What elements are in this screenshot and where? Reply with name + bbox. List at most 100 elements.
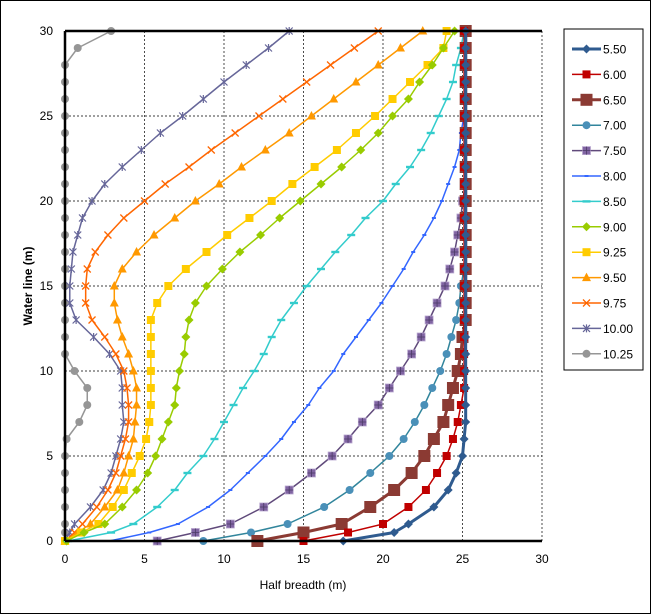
data-point: [83, 265, 92, 273]
data-point: [190, 196, 200, 205]
data-point: [163, 417, 173, 427]
data-point: [461, 43, 471, 53]
data-point: [75, 418, 84, 426]
data-point: [231, 129, 240, 137]
data-point: [407, 349, 417, 359]
data-point: [284, 485, 294, 495]
data-point: [245, 472, 250, 474]
data-point: [446, 183, 451, 185]
data-point: [214, 179, 224, 188]
data-point: [236, 162, 246, 171]
data-point: [259, 502, 269, 512]
data-point: [128, 434, 138, 443]
data-point: [379, 520, 387, 528]
data-point: [100, 333, 109, 341]
legend-label: 8.50: [603, 195, 627, 209]
x-tick-label: 25: [456, 552, 470, 566]
data-point: [395, 43, 405, 52]
data-point: [124, 418, 133, 426]
data-point: [105, 350, 114, 358]
data-point: [103, 231, 112, 239]
data-point: [396, 366, 405, 376]
legend-item: 9.25: [572, 246, 627, 260]
data-point: [452, 63, 461, 67]
data-point: [306, 404, 311, 406]
data-point: [284, 128, 294, 137]
data-point: [452, 316, 461, 324]
legend-item: 7.00: [572, 119, 627, 133]
data-point: [92, 503, 101, 511]
data-point: [72, 316, 81, 324]
data-point: [446, 382, 459, 394]
data-point: [245, 214, 254, 222]
data-point: [390, 285, 395, 287]
data-point: [128, 366, 138, 375]
data-point: [91, 248, 100, 256]
data-point: [107, 531, 116, 534]
data-point: [108, 503, 117, 511]
data-point: [316, 267, 325, 271]
legend-label: 9.75: [603, 297, 627, 311]
y-tick-label: 30: [40, 24, 54, 38]
data-point: [185, 163, 193, 171]
data-point: [373, 60, 383, 69]
data-point: [170, 400, 180, 410]
data-point: [116, 452, 125, 460]
data-point: [316, 179, 326, 189]
data-point: [461, 162, 471, 172]
data-point: [415, 77, 425, 87]
data-point: [283, 520, 292, 528]
data-point: [250, 369, 259, 373]
data-point: [423, 61, 432, 69]
data-point: [403, 519, 413, 529]
data-point: [124, 349, 134, 358]
data-point: [73, 44, 82, 52]
legend-item: 8.00: [572, 170, 627, 184]
data-point: [461, 349, 471, 359]
legend-item: 6.00: [572, 68, 627, 82]
data-point: [146, 350, 155, 358]
data-point: [456, 401, 465, 409]
data-point: [65, 282, 74, 290]
data-point: [385, 452, 394, 460]
data-point: [459, 434, 469, 444]
data-point: [100, 180, 109, 188]
data-point: [442, 97, 451, 101]
data-point: [199, 454, 208, 458]
x-tick-label: 15: [297, 552, 311, 566]
y-axis-title: Water line (m): [21, 247, 35, 326]
data-point: [112, 485, 122, 494]
data-point: [146, 401, 155, 409]
data-point: [137, 146, 146, 154]
data-point: [440, 281, 450, 291]
data-point: [83, 384, 92, 392]
data-point: [458, 451, 467, 461]
data-point: [156, 129, 165, 137]
data-point: [256, 230, 266, 240]
series-group: [60, 25, 472, 547]
data-point: [145, 418, 154, 426]
data-point: [278, 95, 287, 103]
data-point: [146, 367, 155, 375]
data-point: [389, 528, 399, 537]
series-5-50: [338, 26, 471, 546]
data-point: [210, 437, 219, 441]
data-point: [69, 248, 77, 256]
data-point: [70, 367, 79, 375]
data-point: [223, 231, 232, 239]
data-point: [457, 149, 462, 151]
data-point: [442, 399, 455, 411]
legend-label: 7.50: [603, 144, 627, 158]
legend-label: 7.00: [603, 119, 627, 133]
data-point: [357, 417, 367, 427]
data-point: [410, 418, 419, 426]
data-point: [366, 319, 371, 321]
data-point: [461, 213, 471, 223]
data-point: [171, 383, 181, 393]
data-point: [181, 265, 190, 273]
data-point: [119, 367, 128, 375]
data-point: [329, 94, 339, 103]
data-point: [427, 433, 440, 445]
data-point: [404, 503, 413, 511]
